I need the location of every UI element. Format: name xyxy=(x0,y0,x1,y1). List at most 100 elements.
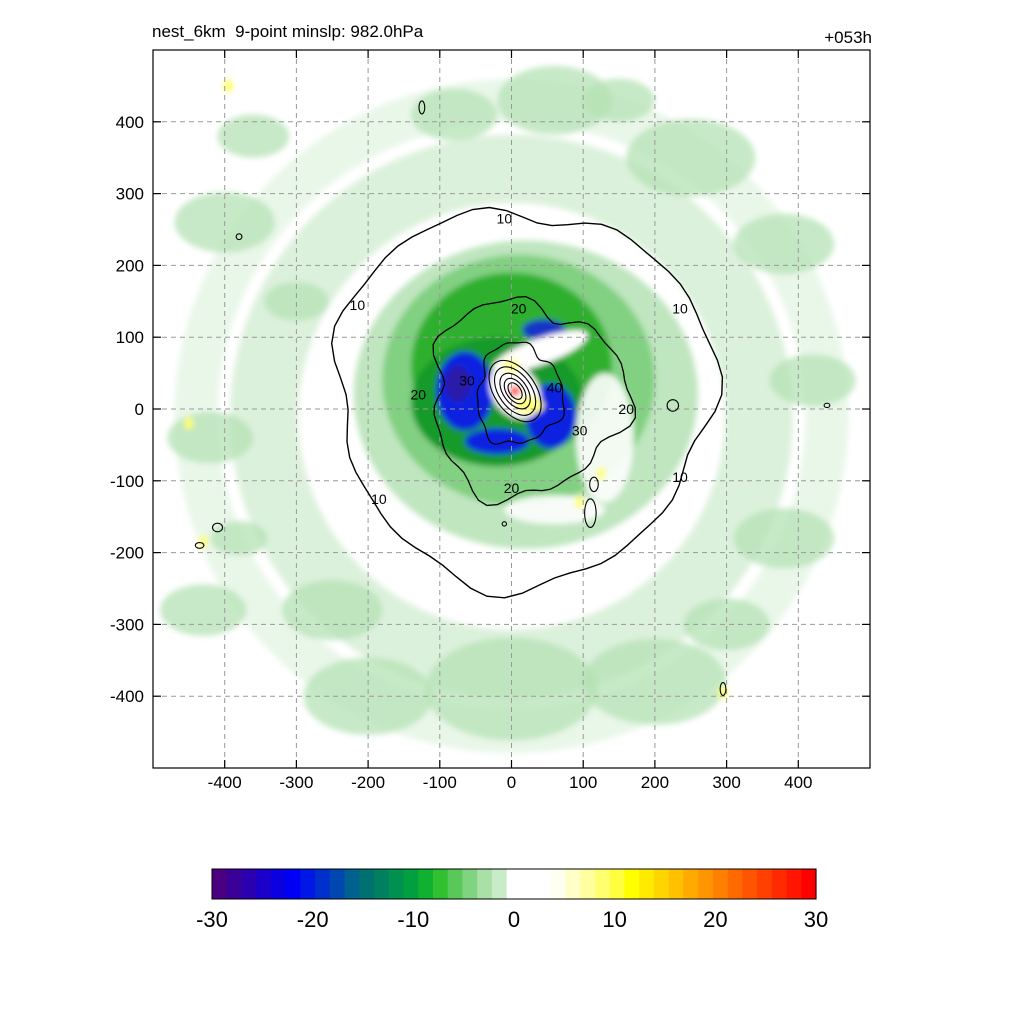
rainband-patch xyxy=(160,584,247,636)
y-tick-label: 100 xyxy=(116,328,144,347)
max-value-core xyxy=(510,386,521,397)
contour-small xyxy=(211,522,224,533)
contour-30 xyxy=(476,341,565,445)
rainband-patch xyxy=(411,88,498,141)
contour-small xyxy=(666,399,680,412)
contour-label: 20 xyxy=(511,300,527,316)
colorbar-swatch xyxy=(212,869,228,899)
colorbar-tick-label: -30 xyxy=(196,907,228,932)
colorbar-swatch xyxy=(432,869,449,899)
colorbar-swatch xyxy=(506,869,522,899)
y-tick-label: 400 xyxy=(116,113,144,132)
y-tick-label: 0 xyxy=(135,400,144,419)
contour-small xyxy=(418,100,426,115)
contour-label: 30 xyxy=(459,372,475,388)
contour-inner xyxy=(488,359,542,423)
colorbar-swatch xyxy=(580,869,596,899)
y-tick-label: -100 xyxy=(110,472,144,491)
colorbar-tick-label: 30 xyxy=(804,907,828,932)
contour-10 xyxy=(330,206,724,599)
colorbar-swatch xyxy=(565,869,581,899)
x-tick-label: 100 xyxy=(569,773,597,792)
contour-label: 40 xyxy=(547,379,563,395)
outflow-gap-east xyxy=(576,373,634,503)
colorbar-tick-label: 20 xyxy=(703,907,727,932)
forecast-hour-label: +053h xyxy=(824,28,872,47)
contour-small xyxy=(584,498,597,528)
colorbar-swatch xyxy=(256,869,272,899)
contour-small xyxy=(235,233,243,241)
colorbar-swatch xyxy=(536,869,552,899)
colorbar-swatch xyxy=(270,869,287,899)
rainband-patch xyxy=(167,411,254,464)
y-tick-label: -200 xyxy=(110,544,144,563)
rainband-patch xyxy=(264,281,329,321)
y-tick-label: 300 xyxy=(116,185,144,204)
colorbar-swatch xyxy=(491,869,508,899)
contour-label: 10 xyxy=(497,211,513,227)
contour-label: 20 xyxy=(411,387,427,403)
x-tick-label: -400 xyxy=(208,773,242,792)
colorbar-swatch xyxy=(226,869,243,899)
outflow-gap-south xyxy=(504,495,605,524)
inflow-max-south xyxy=(464,428,530,455)
x-tick-label: 300 xyxy=(712,773,740,792)
colorbar-swatch xyxy=(698,869,714,899)
colorbar-swatch xyxy=(418,869,434,899)
colorbar-swatch xyxy=(801,869,817,899)
colorbar-swatch xyxy=(344,869,360,899)
rainband-patch xyxy=(303,657,433,735)
contour-label: 20 xyxy=(618,401,634,417)
colorbar-tick-label: 0 xyxy=(508,907,520,932)
contour-20 xyxy=(432,295,637,507)
positive-spot xyxy=(184,416,194,430)
y-tick-label: -300 xyxy=(110,615,144,634)
colorbar-swatch xyxy=(521,869,537,899)
x-tick-label: -300 xyxy=(279,773,313,792)
contour-small xyxy=(589,476,599,493)
colorbar-swatch xyxy=(329,869,346,899)
colorbar-swatch xyxy=(668,869,685,899)
y-tick-label: -400 xyxy=(110,687,144,706)
contour-small xyxy=(823,402,831,409)
colorbar-swatch xyxy=(595,869,611,899)
colorbar-swatch xyxy=(550,869,567,899)
positive-spot xyxy=(198,535,208,549)
positive-spot xyxy=(596,467,606,481)
x-tick-label: 400 xyxy=(784,773,812,792)
colorbar: -30 -20 -10 0 10 20 30 xyxy=(196,868,828,932)
colorbar-swatch xyxy=(757,869,773,899)
contour-label: 30 xyxy=(572,423,588,439)
colorbar-swatch xyxy=(462,869,478,899)
colorbar-swatch xyxy=(786,869,802,899)
colorbar-swatch xyxy=(639,869,655,899)
colorbar-swatch xyxy=(315,869,331,899)
contour-label: 10 xyxy=(371,491,387,507)
rainband-patch xyxy=(626,118,756,197)
x-tick-label: -200 xyxy=(351,773,385,792)
colorbar-swatch xyxy=(388,869,405,899)
contour-small xyxy=(501,521,508,527)
rainband-patch xyxy=(210,521,268,556)
colorbar-swatch xyxy=(300,869,316,899)
rainband-patch xyxy=(282,579,383,641)
colorbar-swatch xyxy=(241,869,257,899)
colorbar-swatch xyxy=(712,869,729,899)
contour-label: 20 xyxy=(504,480,520,496)
colorbar-frame xyxy=(211,868,817,900)
colorbar-swatch xyxy=(771,869,788,899)
rainband-patch xyxy=(769,354,856,407)
rainband-patch xyxy=(217,114,290,158)
colorbar-swatch xyxy=(727,869,743,899)
tangential-wind-field xyxy=(160,65,856,754)
y-tick-label: 200 xyxy=(116,256,144,275)
colorbar-swatch xyxy=(609,869,626,899)
positive-spot xyxy=(223,79,233,93)
rainband-patch xyxy=(683,598,770,651)
rainband-patch xyxy=(583,78,655,122)
colorbar-swatch xyxy=(653,869,670,899)
contour-inner xyxy=(499,372,531,410)
positive-spot xyxy=(575,495,584,509)
x-tick-label: -100 xyxy=(423,773,457,792)
